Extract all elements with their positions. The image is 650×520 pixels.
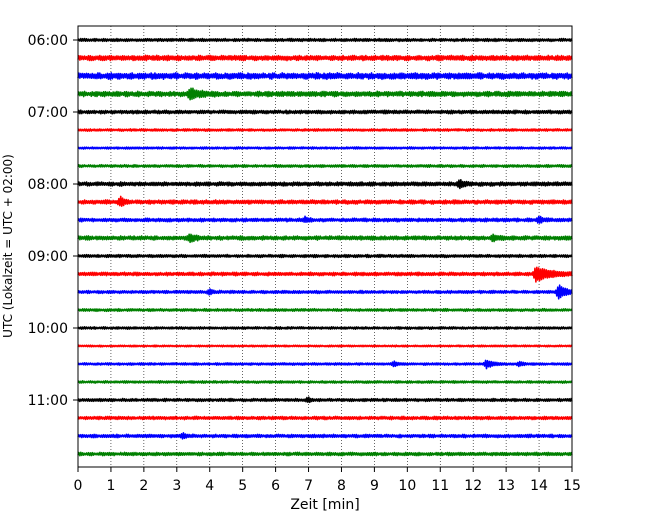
trace-1045 [77, 380, 573, 384]
y-tick-label: 06:00 [28, 33, 68, 49]
trace-0830 [77, 215, 573, 224]
plot-frame [77, 25, 573, 468]
x-tick-label: 7 [304, 478, 313, 494]
x-tick-label: 2 [139, 478, 148, 494]
trace-0615 [77, 54, 573, 62]
y-tick-label: 07:00 [28, 105, 68, 121]
x-tick-label: 14 [530, 478, 548, 494]
x-axis: 0 1 2 3 4 5 6 7 8 9 10 11 12 13 14 15 [74, 467, 581, 494]
trace-0800 [77, 179, 573, 190]
trace-0715 [77, 128, 573, 132]
x-tick-label: 6 [271, 478, 280, 494]
x-tick-label: 4 [205, 478, 214, 494]
trace-0645 [77, 87, 573, 101]
y-axis-label: UTC (Lokalzeit = UTC + 02:00) [1, 154, 15, 338]
x-tick-label: 5 [238, 478, 247, 494]
trace-0745 [77, 163, 573, 169]
seismic-traces [77, 37, 573, 457]
y-tick-label: 08:00 [28, 177, 68, 193]
x-tick-label: 0 [74, 478, 83, 494]
x-tick-label: 1 [106, 478, 115, 494]
x-tick-label: 11 [431, 478, 449, 494]
trace-0900 [77, 253, 573, 259]
x-tick-label: 12 [464, 478, 482, 494]
trace-0700 [77, 109, 573, 115]
y-tick-label: 11:00 [28, 393, 68, 409]
trace-1100 [77, 396, 573, 404]
trace-1015 [77, 344, 573, 348]
x-tick-label: 8 [337, 478, 346, 494]
trace-1130 [77, 432, 573, 440]
y-axis: 06:00 07:00 08:00 09:00 10:00 11:00 [28, 33, 78, 409]
trace-0930 [77, 284, 573, 300]
x-tick-label: 15 [563, 478, 581, 494]
trace-0845 [77, 233, 573, 244]
trace-0915 [77, 266, 573, 283]
x-tick-label: 10 [398, 478, 416, 494]
trace-1145 [77, 451, 573, 457]
trace-0630 [77, 72, 573, 81]
trace-1000 [77, 326, 573, 330]
trace-0600 [77, 37, 573, 43]
trace-0945 [77, 307, 573, 313]
x-tick-label: 3 [172, 478, 181, 494]
y-tick-label: 09:00 [28, 249, 68, 265]
x-tick-label: 9 [370, 478, 379, 494]
trace-0730 [77, 146, 573, 150]
trace-1030 [77, 359, 573, 370]
y-tick-label: 10:00 [28, 321, 68, 337]
trace-1115 [77, 415, 573, 421]
x-tick-label: 13 [497, 478, 515, 494]
trace-0815 [77, 195, 573, 207]
x-axis-label: Zeit [min] [290, 497, 359, 513]
